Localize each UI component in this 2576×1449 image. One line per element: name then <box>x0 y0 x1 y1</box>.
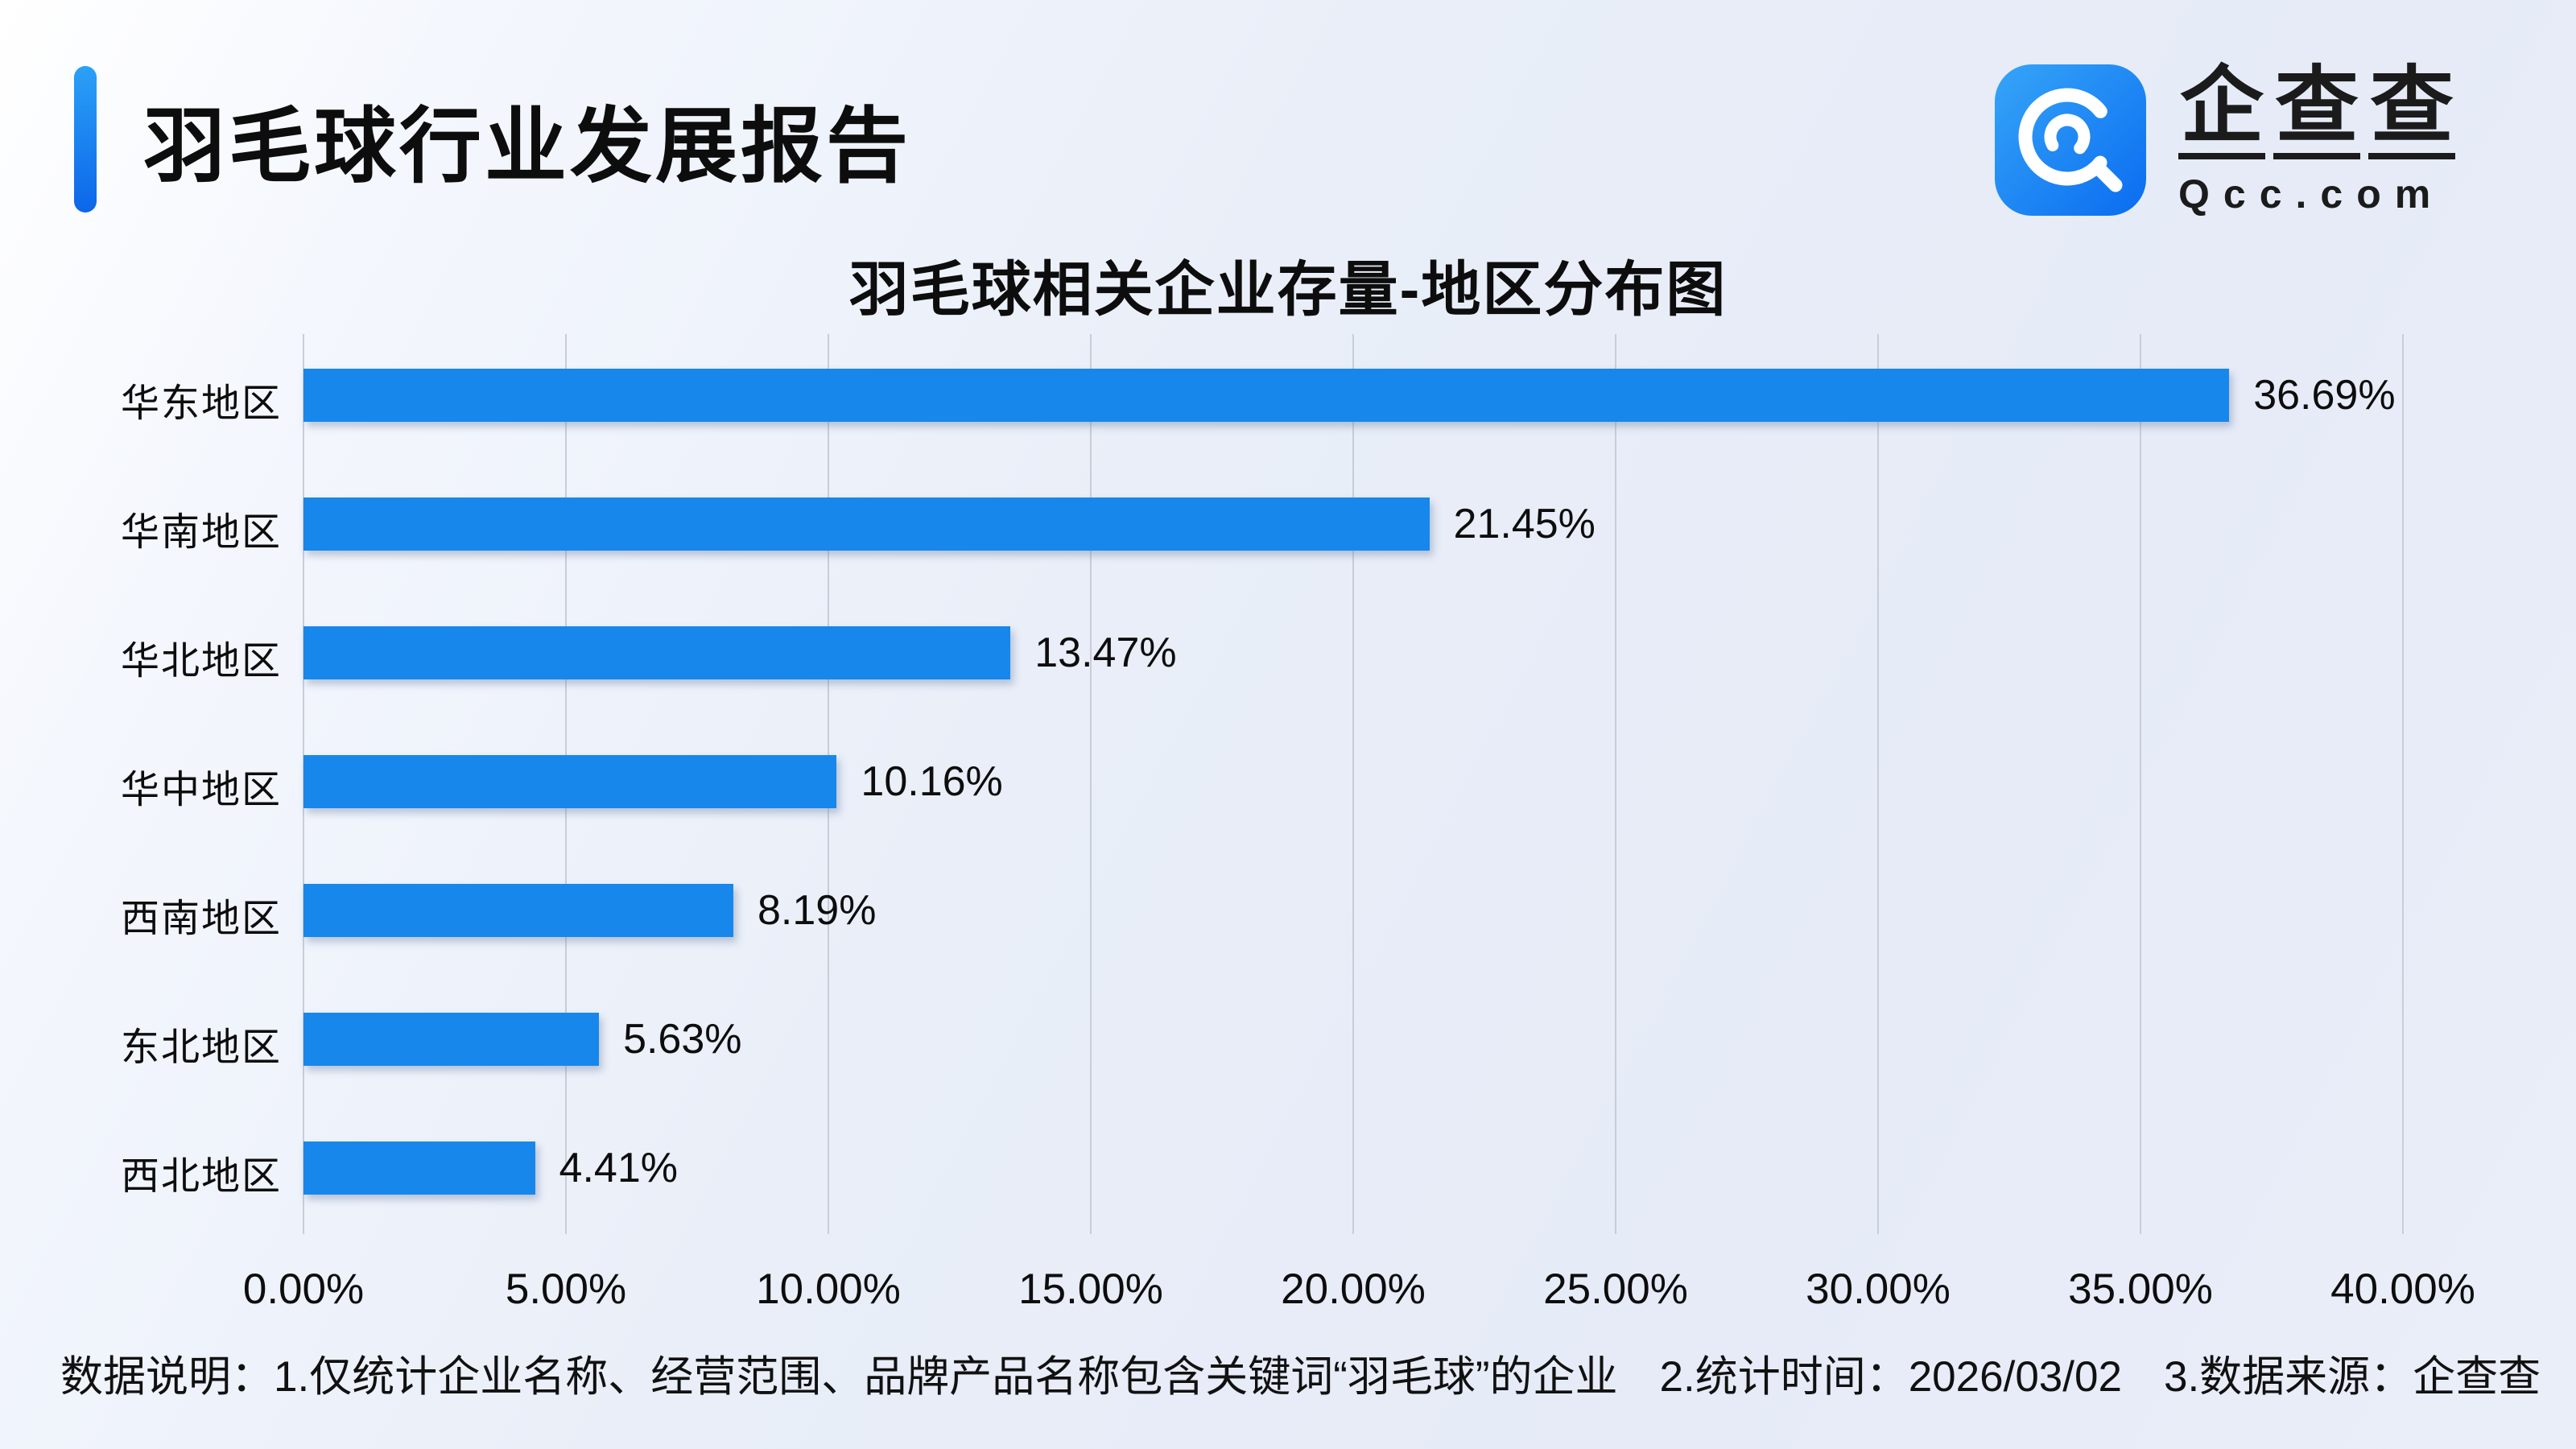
brand-char: 查 <box>2273 64 2361 159</box>
brand-char: 查 <box>2368 64 2456 159</box>
x-axis-tick: 0.00% <box>242 1265 365 1313</box>
gridline <box>1615 334 1616 1234</box>
chart-bar <box>303 626 1011 679</box>
x-axis-tick: 15.00% <box>1018 1265 1163 1313</box>
category-label: 东北地区 <box>120 1026 282 1069</box>
note-source: 3.数据来源：企查查 <box>2163 1353 2541 1401</box>
x-axis-tick: 10.00% <box>756 1265 901 1313</box>
page-title: 羽毛球行业发展报告 <box>143 100 911 192</box>
value-label: 4.41% <box>559 1145 678 1191</box>
report-header: 羽毛球行业发展报告 <box>74 66 911 213</box>
logo-q-glyph <box>2018 88 2123 192</box>
chart-bar <box>303 1013 600 1066</box>
gridline <box>1877 334 1879 1234</box>
category-label: 西南地区 <box>120 898 282 940</box>
value-label: 10.16% <box>861 758 1003 805</box>
value-label: 21.45% <box>1453 501 1596 547</box>
qcc-logo-icon <box>1995 64 2146 216</box>
gridline <box>2140 334 2141 1234</box>
x-axis-tick: 20.00% <box>1281 1265 1426 1313</box>
x-axis-tick: 5.00% <box>505 1265 627 1313</box>
data-notes: 数据说明： 1.仅统计企业名称、经营范围、品牌产品名称包含关键词“羽毛球”的企业… <box>60 1343 2556 1404</box>
gridline <box>1090 334 1092 1234</box>
value-label: 8.19% <box>757 887 877 934</box>
category-label: 华北地区 <box>120 640 282 683</box>
brand-char: 企 <box>2178 64 2266 159</box>
chart-bar <box>303 755 837 808</box>
note-date: 2.统计时间：2026/03/02 <box>1659 1353 2122 1401</box>
chart-bar <box>303 369 2230 422</box>
chart-bar <box>303 497 1430 551</box>
x-axis-tick: 40.00% <box>2330 1265 2475 1313</box>
title-accent-bar <box>74 66 97 213</box>
notes-label: 数据说明： <box>60 1353 274 1401</box>
category-label: 西北地区 <box>120 1155 282 1198</box>
gridline <box>2402 334 2404 1234</box>
category-label: 华东地区 <box>120 382 282 425</box>
value-label: 5.63% <box>623 1016 742 1063</box>
value-label: 13.47% <box>1034 630 1177 676</box>
x-axis-tick: 30.00% <box>1806 1265 1951 1313</box>
category-label: 华南地区 <box>120 511 282 554</box>
value-label: 36.69% <box>2253 372 2396 419</box>
chart-bar <box>303 884 733 937</box>
chart-title: 羽毛球相关企业存量-地区分布图 <box>848 256 1728 323</box>
chart-bar <box>303 1141 535 1195</box>
category-label: 华中地区 <box>120 769 282 811</box>
logo-text: 企 查 查 Qcc.com <box>2178 64 2463 217</box>
qcc-logo: 企 查 查 Qcc.com <box>1995 64 2463 217</box>
x-axis-tick: 25.00% <box>1543 1265 1688 1313</box>
gridline <box>1352 334 1354 1234</box>
x-axis-tick: 35.00% <box>2068 1265 2213 1313</box>
brand-domain: Qcc.com <box>2178 171 2445 217</box>
note-scope: 1.仅统计企业名称、经营范围、品牌产品名称包含关键词“羽毛球”的企业 <box>274 1353 1618 1401</box>
brand-name-cn: 企 查 查 <box>2178 64 2463 159</box>
